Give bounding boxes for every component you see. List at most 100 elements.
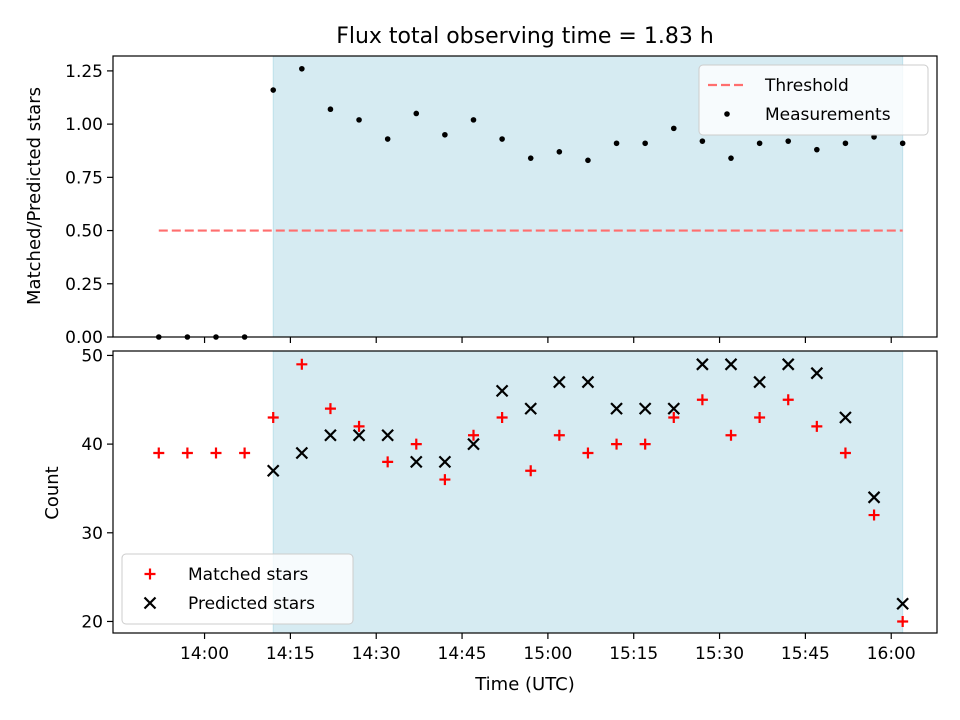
series-0-point [782, 394, 794, 406]
series-1-point [581, 375, 595, 389]
series-0-point [496, 412, 508, 424]
y-tick-label: 1.25 [65, 62, 103, 82]
series-1-point [896, 597, 909, 611]
legend-label: Measurements [765, 105, 891, 125]
series-0-point [270, 87, 277, 93]
top-panel: 0.00 0.25 0.50 0.75 1.00 1.25 Threshold Measure… [65, 55, 938, 348]
series-1-point [553, 375, 566, 389]
series-0-point [756, 140, 763, 147]
series-0-point [439, 474, 451, 486]
series-0-point [611, 438, 623, 450]
bottom-panel: 20 30 40 50 14:00 14:15 14:30 14:45 15:00 15:15 15… [81, 346, 938, 664]
legend-box [698, 64, 929, 136]
x-tick-label: 14:30 [352, 644, 401, 664]
series-1-point [753, 375, 766, 389]
series-0-point [553, 429, 565, 441]
bottom-y-axis-label: Count [42, 466, 63, 519]
y-tick-label: 0.75 [65, 168, 103, 188]
series-0-point [327, 106, 334, 113]
y-tick-label: 30 [81, 524, 103, 544]
series-0-point [239, 447, 251, 459]
series-0-point [468, 429, 479, 441]
series-0-point [324, 403, 336, 415]
series-0-point [556, 148, 563, 155]
y-tick-label: 50 [81, 346, 103, 366]
y-tick-label: 0.00 [65, 328, 103, 348]
legend-label: Threshold [764, 76, 849, 96]
legend-box [121, 553, 354, 625]
series-0-point [410, 438, 422, 450]
x-axis-label: Time (UTC) [474, 674, 575, 695]
x-tick-label: 14:00 [180, 644, 229, 664]
series-1-point [266, 464, 280, 477]
series-0-point [582, 447, 594, 459]
series-0-point [668, 412, 680, 424]
legend-label: Matched stars [188, 565, 308, 585]
legend-swatch [144, 568, 156, 580]
legend-swatch [143, 596, 157, 610]
series-0-point [499, 136, 505, 142]
series-0-point [670, 125, 677, 132]
series-1-point [295, 446, 309, 460]
series-1-point [867, 491, 881, 504]
series-1-point [352, 428, 366, 442]
series-0-point [527, 155, 534, 161]
series-0-point [585, 157, 591, 164]
series-1-point [410, 455, 423, 469]
series-1-point [638, 402, 652, 415]
series-0-point [897, 615, 909, 627]
series-0-point [153, 447, 165, 459]
series-0-point [267, 412, 279, 424]
series-0-point [356, 117, 362, 123]
series-0-point [696, 394, 708, 406]
series-0-point [470, 117, 477, 123]
series-1-point [495, 384, 509, 398]
y-tick-label: 40 [81, 435, 103, 455]
x-tick-label: 14:45 [438, 644, 487, 664]
series-1-point [724, 358, 738, 371]
series-1-point [781, 358, 795, 371]
series-0-point [839, 447, 851, 459]
x-tick-label: 15:30 [695, 644, 744, 664]
series-0-point [785, 138, 792, 144]
series-1-point [810, 366, 824, 380]
chart-title: Flux total observing time = 1.83 h [336, 24, 714, 49]
plot-frame [112, 350, 938, 634]
top-y-axis-label: Matched/Predicted stars [24, 87, 45, 305]
series-1-point [324, 428, 337, 442]
series-1-point [667, 402, 681, 415]
x-tick-label: 15:45 [781, 644, 830, 664]
series-0-point [353, 420, 365, 432]
series-0-point [842, 140, 849, 147]
plot-frame [112, 55, 938, 338]
series-0-point [442, 131, 448, 138]
series-0-point [699, 138, 706, 144]
series-1-point [610, 402, 623, 415]
series-0-point [814, 146, 820, 153]
series-0-point [413, 110, 420, 117]
y-tick-label: 0.50 [65, 222, 103, 242]
series-0-point [382, 456, 394, 468]
series-0-point [899, 140, 906, 147]
series-0-point [728, 155, 734, 161]
series-1-point [467, 437, 480, 451]
series-1-point [839, 411, 852, 424]
series-0-point [811, 420, 823, 432]
series-0-point [639, 438, 651, 450]
series-0-point [725, 429, 737, 441]
series-0-point [296, 358, 308, 370]
y-tick-label: 0.25 [65, 275, 103, 295]
y-tick-label: 20 [81, 612, 103, 632]
series-0-point [525, 465, 537, 477]
series-0-point [754, 412, 766, 424]
series-0-point [642, 140, 648, 147]
y-tick-label: 1.00 [65, 115, 103, 135]
series-1-point [381, 428, 394, 442]
series-1-point [438, 455, 452, 469]
x-tick-label: 15:00 [523, 644, 572, 664]
x-tick-label: 15:15 [609, 644, 658, 664]
x-tick-label: 14:15 [266, 644, 315, 664]
series-0-point [613, 140, 620, 147]
legend-label: Predicted stars [188, 594, 315, 614]
